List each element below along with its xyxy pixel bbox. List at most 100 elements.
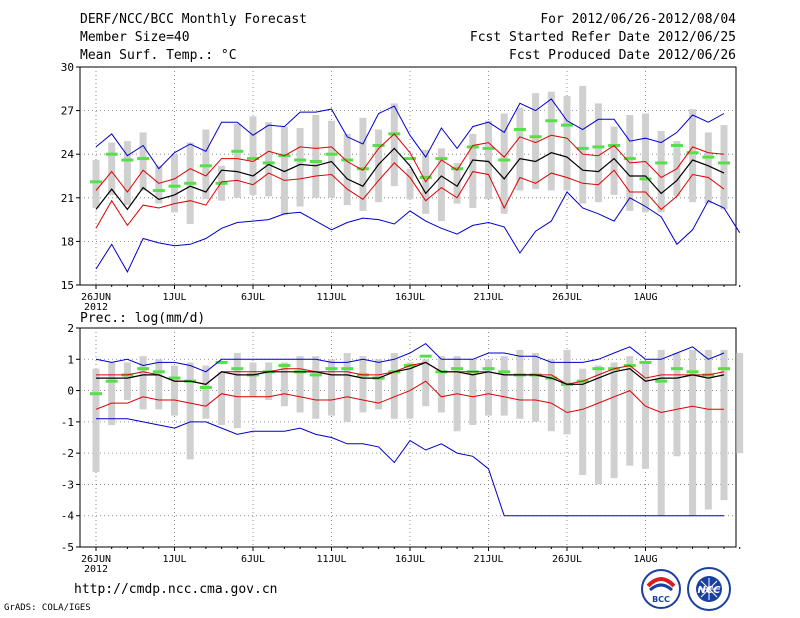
spread-bar — [92, 368, 100, 472]
spread-bar — [312, 114, 320, 198]
series-line-mean-sd — [95, 380, 724, 414]
spread-bar — [532, 353, 540, 422]
spread-bar — [594, 103, 602, 203]
spread-bar — [108, 362, 116, 425]
median-mark — [152, 189, 165, 193]
spread-bar — [265, 362, 273, 400]
produced-date: Fcst Produced Date 2012/06/26 — [509, 48, 736, 63]
x-tick-label: 1AUG — [633, 292, 657, 303]
median-mark — [655, 161, 668, 165]
spread-bar — [626, 356, 634, 466]
spread-bar — [610, 126, 618, 195]
spread-bar — [547, 91, 555, 191]
median-mark — [639, 360, 652, 364]
x-tick-label: 1JUL — [162, 292, 186, 303]
spread-bar — [406, 168, 414, 200]
spread-bar — [579, 368, 587, 476]
series-line-mean-sd — [95, 162, 725, 229]
spread-bar — [532, 93, 540, 190]
median-mark — [545, 119, 558, 123]
x-tick-label: 16JUL — [395, 292, 425, 303]
median-mark — [105, 152, 118, 156]
bcc-logo-text: BCC — [652, 595, 670, 604]
spread-bar — [642, 113, 649, 213]
median-mark — [561, 123, 573, 127]
median-mark — [372, 143, 385, 147]
ncc-logo-icon: NCC — [687, 567, 731, 611]
spread-bar — [171, 365, 178, 416]
median-mark — [121, 158, 134, 162]
spread-bar — [296, 128, 304, 207]
x-tick-year-label: 2012 — [84, 564, 108, 575]
series-line-maximum — [95, 342, 725, 373]
median-mark — [702, 155, 715, 159]
y-tick-label: 21 — [61, 192, 74, 205]
spread-bar — [485, 120, 492, 200]
spread-bar — [485, 359, 492, 416]
median-mark — [168, 376, 181, 380]
y-tick-label: 24 — [61, 148, 75, 161]
spread-bar — [422, 359, 430, 407]
x-tick-label: 11JUL — [316, 292, 346, 303]
spread-bar — [139, 132, 147, 191]
x-tick-year-label: 2012 — [84, 302, 108, 313]
spread-bar — [736, 353, 744, 454]
median-mark — [325, 152, 338, 156]
y-tick-label: 15 — [61, 279, 74, 292]
median-mark — [404, 157, 416, 161]
median-mark — [199, 164, 212, 168]
spread-bar — [328, 120, 335, 198]
started-refer-date: Fcst Started Refer Date 2012/06/25 — [469, 30, 736, 45]
median-mark — [262, 161, 275, 165]
spread-bar — [280, 126, 288, 216]
median-mark — [341, 158, 354, 162]
spread-bar — [390, 103, 398, 187]
x-tick-label: 1JUL — [162, 554, 186, 565]
spread-bar — [249, 116, 257, 195]
footer-url[interactable]: http://cmdp.ncc.cma.gov.cn — [74, 582, 278, 597]
spread-bar — [437, 356, 445, 413]
spread-bar — [343, 133, 351, 206]
x-tick-label: 26JUN — [81, 554, 111, 565]
spread-bar — [500, 356, 508, 416]
spread-bar — [155, 359, 163, 410]
spread-bar — [453, 162, 461, 204]
plot-frame — [79, 66, 737, 286]
spread-bar — [296, 356, 304, 413]
y-tick-label: -2 — [61, 447, 74, 460]
spread-bar — [249, 362, 257, 397]
chart-title: DERF/NCC/BCC Monthly Forecast — [80, 12, 307, 27]
spread-bar — [390, 353, 398, 419]
median-mark — [309, 373, 322, 377]
x-tick-label: 21JUL — [473, 554, 503, 565]
spread-bar — [516, 349, 524, 419]
median-mark — [623, 157, 636, 161]
member-size: Member Size=40 — [80, 30, 190, 45]
median-mark — [639, 177, 652, 181]
spread-bar — [704, 349, 712, 510]
median-mark — [670, 367, 683, 371]
spread-bar — [610, 362, 618, 479]
series-line-mean — [96, 361, 725, 385]
ncc-logo-text: NCC — [697, 585, 721, 596]
spread-bar — [123, 141, 131, 206]
median-mark — [341, 367, 354, 371]
median-mark — [466, 145, 479, 149]
spread-bar — [233, 353, 241, 429]
median-mark — [215, 360, 228, 364]
y-tick-label: 1 — [67, 353, 74, 366]
spread-bar — [375, 359, 383, 410]
median-mark — [592, 367, 605, 371]
median-mark — [90, 180, 102, 184]
x-tick-label: 1AUG — [633, 554, 657, 565]
median-mark — [231, 149, 244, 153]
spread-bar — [657, 130, 665, 213]
spread-bar — [563, 349, 571, 435]
median-mark — [451, 367, 464, 371]
median-mark — [137, 157, 150, 161]
precip-panel-title: Prec.: log(mm/d) — [80, 311, 205, 326]
spread-bar — [108, 142, 116, 195]
